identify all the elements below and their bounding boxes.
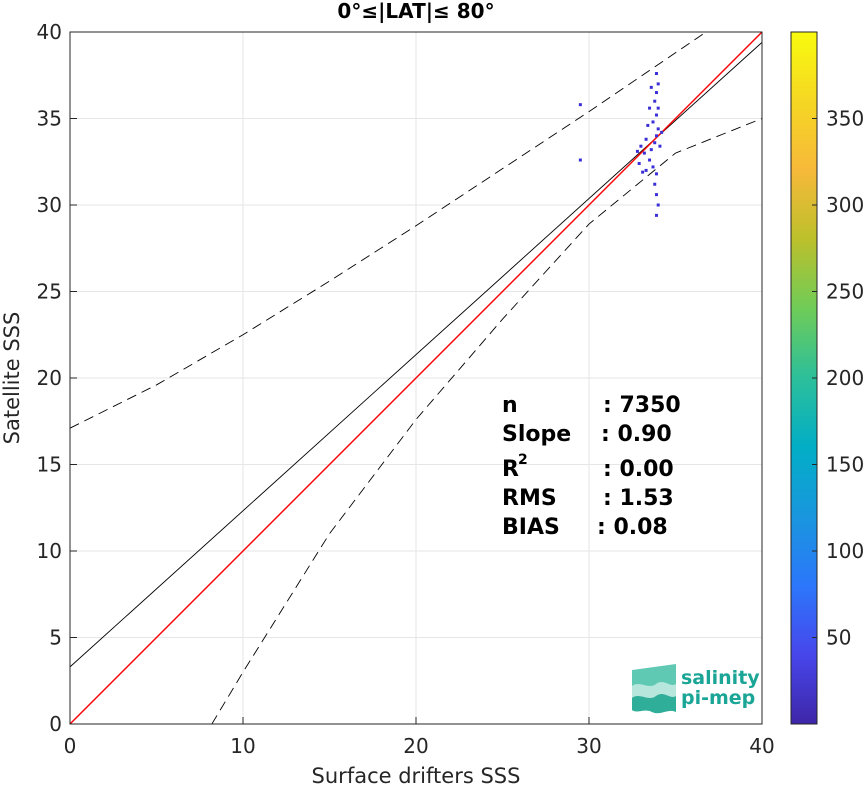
colorbar-tick-label: 200 — [826, 366, 864, 390]
logo-text-line2: pi-mep — [681, 687, 755, 709]
density-point — [653, 182, 657, 186]
density-point — [642, 151, 646, 155]
x-tick-label: 40 — [749, 734, 774, 758]
colorbar-tick-label: 100 — [826, 539, 864, 563]
density-point — [644, 137, 648, 141]
y-tick-label: 30 — [37, 193, 62, 217]
density-point — [649, 85, 653, 89]
density-points — [578, 72, 664, 217]
density-point — [649, 148, 653, 152]
density-point — [641, 170, 645, 174]
density-point — [654, 213, 658, 217]
colorbar-tick-label: 250 — [826, 280, 864, 304]
colorbar-tick-label: 350 — [826, 107, 864, 131]
density-point — [658, 144, 662, 148]
one-to-one-line — [70, 32, 762, 724]
density-point — [646, 123, 650, 127]
colorbar-tick-label: 300 — [826, 193, 864, 217]
density-point — [654, 91, 658, 95]
stat-n-label: n — [502, 393, 518, 418]
density-point — [653, 99, 657, 103]
colorbar-tick-label: 150 — [826, 453, 864, 477]
stat-slope-value: : 0.90 — [601, 422, 672, 447]
density-point — [578, 103, 582, 107]
stat-bias-label: BIAS — [502, 515, 560, 540]
salinity-pi-mep-logo: salinity pi-mep — [632, 664, 760, 714]
statistics-box: n : 7350 Slope : 0.90 R 2 : 0.00 RMS : 1… — [502, 393, 681, 540]
density-point — [654, 172, 658, 176]
y-axis-label: Satellite SSS — [0, 312, 24, 445]
y-tick-label: 25 — [37, 280, 62, 304]
stat-slope-label: Slope — [502, 422, 571, 447]
x-tick-label: 0 — [64, 734, 77, 758]
x-tick-label: 30 — [576, 734, 601, 758]
density-point — [656, 82, 660, 86]
density-point — [656, 106, 660, 110]
stat-n-value: : 7350 — [603, 393, 681, 418]
regression-lines — [70, 32, 762, 724]
stat-bias-value: : 0.08 — [597, 515, 668, 540]
x-tick-label: 20 — [403, 734, 428, 758]
x-tick-label: 10 — [230, 734, 255, 758]
density-point — [578, 158, 582, 162]
density-point — [635, 149, 639, 153]
colorbar-tick-label: 50 — [826, 626, 851, 650]
y-tick-label: 5 — [49, 626, 62, 650]
logo-text-line1: salinity — [681, 667, 760, 689]
y-axis-ticks: 0 5 10 15 20 25 30 35 40 — [37, 20, 77, 736]
stat-r2-value: : 0.00 — [603, 457, 674, 482]
density-point — [639, 144, 643, 148]
x-axis-ticks: 0 10 20 30 40 — [64, 717, 775, 758]
colorbar-ticks: 50 100 150 200 250 300 350 — [812, 107, 864, 650]
density-point — [660, 130, 664, 134]
y-tick-label: 20 — [37, 366, 62, 390]
density-point — [654, 134, 658, 138]
logo-wave-icon-mid — [632, 694, 676, 714]
y-tick-label: 15 — [37, 453, 62, 477]
density-point — [651, 120, 655, 124]
density-point — [654, 72, 658, 76]
upper-confidence-line — [70, 32, 707, 429]
density-point — [654, 193, 658, 197]
density-point — [644, 168, 648, 172]
y-tick-label: 35 — [37, 107, 62, 131]
density-point — [654, 113, 658, 117]
stat-r2-superscript: 2 — [518, 452, 528, 468]
density-point — [656, 203, 660, 207]
density-point — [656, 127, 660, 131]
density-point — [648, 158, 652, 162]
x-axis-label: Surface drifters SSS — [312, 764, 521, 786]
stat-rms-value: : 1.53 — [603, 486, 674, 511]
density-point — [653, 141, 657, 145]
stat-rms-label: RMS — [502, 486, 557, 511]
density-point — [648, 106, 652, 110]
y-tick-label: 0 — [49, 712, 62, 736]
y-tick-label: 40 — [37, 20, 62, 44]
density-point — [651, 165, 655, 169]
lower-confidence-line — [211, 118, 762, 724]
y-tick-label: 10 — [37, 539, 62, 563]
chart-title: 0°≤|LAT|≤ 80° — [337, 0, 494, 23]
density-point — [637, 161, 641, 165]
stat-r2-label: R — [502, 457, 519, 482]
